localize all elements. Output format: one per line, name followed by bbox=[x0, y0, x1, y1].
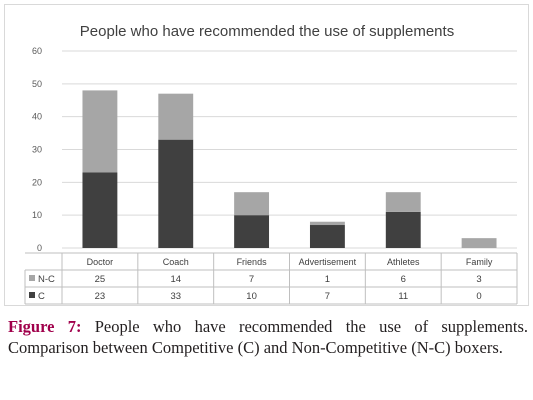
table-cell: 3 bbox=[476, 274, 481, 285]
y-tick-label: 0 bbox=[37, 243, 42, 253]
y-tick-label: 10 bbox=[32, 210, 42, 220]
category-label: Advertisement bbox=[299, 257, 357, 267]
legend-swatch bbox=[29, 292, 35, 298]
table-cell: 10 bbox=[246, 291, 257, 302]
table-cell: 33 bbox=[170, 291, 181, 302]
table-cell: 6 bbox=[401, 274, 406, 285]
table-cell: 14 bbox=[170, 274, 181, 285]
y-tick-label: 60 bbox=[32, 46, 42, 56]
chart-title: People who have recommended the use of s… bbox=[80, 23, 454, 40]
category-label: Doctor bbox=[87, 257, 114, 267]
table-cell: 7 bbox=[325, 291, 330, 302]
bar-n-c-friends bbox=[234, 192, 270, 216]
table-cell: 11 bbox=[398, 291, 408, 302]
category-label: Friends bbox=[237, 257, 268, 267]
chart-container: People who have recommended the use of s… bbox=[4, 4, 529, 306]
table-cell: 0 bbox=[476, 291, 481, 302]
table-cell: 25 bbox=[95, 274, 106, 285]
table-cell: 23 bbox=[95, 291, 106, 302]
bar-n-c-doctor bbox=[82, 90, 118, 173]
figure-caption: Figure 7: People who have recommended th… bbox=[8, 316, 528, 358]
category-label: Family bbox=[466, 257, 493, 267]
table-cell: 7 bbox=[249, 274, 254, 285]
bar-n-c-athletes bbox=[385, 192, 421, 212]
bar-n-c-advertisement bbox=[309, 221, 345, 226]
bar-c-friends bbox=[234, 215, 270, 248]
legend-label: C bbox=[38, 291, 45, 302]
y-tick-label: 20 bbox=[32, 177, 42, 187]
bar-n-c-family bbox=[461, 238, 497, 248]
data-table: Doctor Coach Friends Advertisement Athletes F… bbox=[24, 252, 518, 305]
bar-c-advertisement bbox=[309, 225, 345, 248]
y-axis-ticks: 0 10 20 30 40 50 60 bbox=[32, 46, 42, 253]
caption-label: Figure 7: bbox=[8, 317, 82, 336]
category-label: Coach bbox=[163, 257, 189, 267]
gridlines bbox=[62, 50, 517, 249]
legend-label: N-C bbox=[38, 274, 55, 285]
y-tick-label: 40 bbox=[32, 112, 42, 122]
bar-c-coach bbox=[158, 139, 194, 248]
category-label: Athletes bbox=[387, 257, 420, 267]
legend-swatch bbox=[29, 275, 35, 281]
bars bbox=[82, 90, 497, 248]
bar-c-athletes bbox=[385, 211, 421, 248]
table-cell: 1 bbox=[325, 274, 330, 285]
y-tick-label: 50 bbox=[32, 79, 42, 89]
bar-n-c-coach bbox=[158, 93, 194, 140]
bar-chart: People who have recommended the use of s… bbox=[24, 23, 518, 305]
caption-text: People who have recommended the use of s… bbox=[8, 317, 528, 357]
bar-c-doctor bbox=[82, 172, 118, 248]
y-tick-label: 30 bbox=[32, 145, 42, 155]
